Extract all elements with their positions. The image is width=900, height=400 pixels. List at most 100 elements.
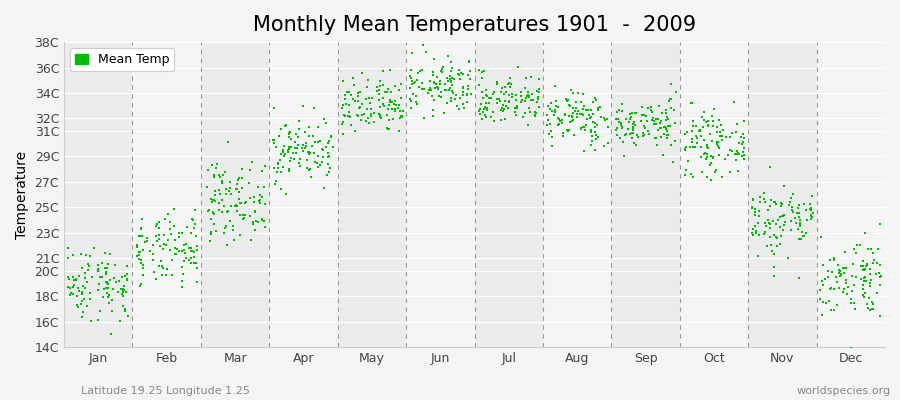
- Point: [567, 132, 581, 138]
- Point: [785, 203, 799, 210]
- Point: [410, 101, 424, 107]
- Point: [522, 92, 536, 99]
- Point: [588, 129, 602, 135]
- Point: [524, 74, 538, 80]
- Point: [304, 174, 319, 180]
- Point: [659, 125, 673, 131]
- Point: [308, 139, 322, 145]
- Point: [249, 218, 264, 224]
- Point: [661, 114, 675, 120]
- Point: [713, 133, 727, 140]
- Point: [383, 66, 398, 73]
- Point: [142, 248, 157, 254]
- Point: [745, 204, 760, 211]
- Point: [649, 134, 663, 141]
- Point: [866, 250, 880, 256]
- Point: [130, 244, 144, 250]
- Point: [388, 106, 402, 112]
- Point: [160, 266, 175, 272]
- Point: [816, 281, 831, 288]
- Point: [310, 124, 325, 130]
- Point: [253, 192, 267, 198]
- Point: [575, 106, 590, 112]
- Point: [564, 118, 579, 124]
- Point: [662, 98, 676, 104]
- Point: [479, 92, 493, 98]
- Point: [641, 105, 655, 112]
- Point: [557, 111, 572, 117]
- Point: [752, 232, 767, 238]
- Point: [752, 194, 767, 200]
- Point: [636, 132, 651, 139]
- Point: [165, 257, 179, 264]
- Point: [372, 110, 386, 117]
- Point: [858, 230, 872, 236]
- Point: [473, 106, 488, 112]
- Point: [727, 99, 742, 105]
- Point: [530, 98, 544, 105]
- Point: [774, 200, 788, 206]
- Point: [320, 150, 335, 157]
- Point: [323, 165, 338, 172]
- Point: [214, 196, 229, 203]
- Point: [849, 250, 863, 256]
- Point: [835, 289, 850, 295]
- Point: [167, 244, 182, 251]
- Point: [322, 138, 337, 145]
- Point: [649, 134, 663, 141]
- Point: [588, 123, 602, 130]
- Point: [104, 330, 119, 337]
- Point: [385, 106, 400, 112]
- Point: [81, 266, 95, 273]
- Point: [531, 94, 545, 100]
- Point: [659, 110, 673, 116]
- Point: [163, 226, 177, 232]
- Point: [451, 71, 465, 78]
- Point: [66, 274, 80, 281]
- Point: [758, 199, 772, 205]
- Point: [667, 107, 681, 113]
- Point: [644, 106, 658, 113]
- Point: [586, 110, 600, 117]
- Point: [615, 108, 629, 114]
- Point: [212, 207, 226, 213]
- Point: [638, 124, 652, 131]
- Point: [709, 139, 724, 146]
- Point: [246, 218, 260, 225]
- Point: [402, 96, 417, 102]
- Point: [79, 251, 94, 258]
- Point: [815, 298, 830, 305]
- Point: [792, 235, 806, 242]
- Point: [214, 209, 229, 216]
- Point: [579, 107, 593, 114]
- Point: [455, 101, 470, 107]
- Point: [85, 274, 99, 280]
- Point: [340, 89, 355, 96]
- Point: [417, 115, 431, 121]
- Point: [430, 86, 445, 92]
- Point: [872, 282, 886, 289]
- Point: [858, 273, 872, 280]
- Point: [374, 115, 389, 121]
- Point: [422, 85, 436, 91]
- Point: [584, 142, 598, 148]
- Point: [709, 124, 724, 130]
- Point: [663, 95, 678, 102]
- Point: [224, 191, 238, 198]
- Point: [388, 83, 402, 89]
- Point: [493, 89, 508, 96]
- Point: [266, 105, 281, 111]
- Point: [521, 122, 535, 128]
- Point: [226, 223, 240, 229]
- Point: [446, 76, 461, 82]
- Point: [813, 286, 827, 293]
- Point: [706, 123, 721, 129]
- Text: Latitude 19.25 Longitude 1.25: Latitude 19.25 Longitude 1.25: [81, 386, 250, 396]
- Point: [75, 298, 89, 304]
- Point: [864, 277, 878, 284]
- Point: [176, 271, 190, 278]
- Point: [381, 106, 395, 112]
- Point: [817, 276, 832, 282]
- Point: [827, 254, 842, 261]
- Point: [830, 301, 844, 308]
